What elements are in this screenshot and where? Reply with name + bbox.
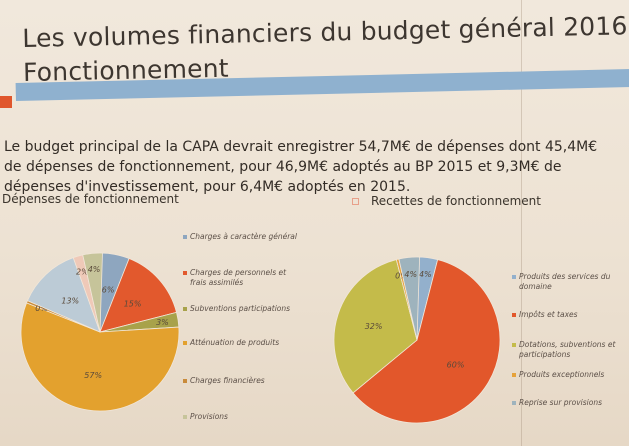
page-fold-line [521,0,522,446]
legend-item: Charges de personnels et frais assimilés [183,268,303,288]
expenses-legend: Charges à caractère général Charges de pe… [183,228,313,428]
legend-swatch-icon [183,341,187,345]
right-chart-title: Recettes de fonctionnement [371,194,541,208]
revenue-pie-chart: 4% 60% 32% 0% 4% [333,256,501,424]
slice-label: 4% [419,270,432,279]
legend-item: Atténuation de produits [183,338,303,348]
slice-label: 0% [395,271,408,280]
legend-swatch-icon [512,275,516,279]
slice-label: 15% [124,299,142,308]
legend-swatch-icon [512,313,516,317]
legend-label: Provisions [190,412,228,421]
legend-swatch-icon [183,271,187,275]
legend-item: Subventions participations [183,304,303,314]
slice-label: 6% [102,285,115,294]
legend-item: Produits exceptionnels [512,370,629,380]
legend-swatch-icon [183,379,187,383]
right-chart-header: Recettes de fonctionnement [352,194,541,208]
legend-swatch-icon [183,415,187,419]
pie-slice [26,257,101,333]
pie-slice [20,302,180,412]
legend-label: Produits des services du domaine [519,272,611,291]
legend-item: Charges à caractère général [183,232,303,242]
legend-label: Produits exceptionnels [519,370,605,379]
slice-label: 60% [447,360,465,369]
slice-label: 4% [88,265,101,274]
legend-label: Subventions participations [190,304,291,313]
slice-label: 2% [76,267,89,276]
slice-label: 4% [404,270,417,279]
slice-label: 3% [156,318,169,327]
legend-label: Charges à caractère général [190,232,297,241]
legend-swatch-icon [183,307,187,311]
legend-swatch-icon [183,235,187,239]
legend-swatch-icon [512,373,516,377]
intro-paragraph: Le budget principal de la CAPA devrait e… [4,139,598,195]
legend-item: Charges financières [183,376,303,386]
slice-label: 57% [84,371,102,380]
expenses-pie-chart: 6% 15% 3% 57% 0% 13% 2% 4% [20,252,180,412]
legend-swatch-icon [512,401,516,405]
left-chart-title: Dépenses de fonctionnement [2,192,179,206]
legend-label: Impôts et taxes [519,310,578,319]
legend-item: Provisions [183,412,303,422]
accent-square [0,96,12,108]
pie-slice [333,259,418,394]
slice-label: 0% [35,304,48,313]
pie-slice [99,258,178,333]
legend-label: Dotations, subventions et participations [519,340,616,359]
pie-slice [398,256,421,341]
revenue-legend: Produits des services du domaine Impôts e… [512,270,629,420]
slice-label: 13% [61,296,79,305]
legend-item: Impôts et taxes [512,310,629,320]
legend-swatch-icon [512,343,516,347]
checkbox-icon [352,197,359,205]
pie-slice [352,259,501,424]
legend-item: Reprise sur provisions [512,398,629,408]
pie-slice [82,252,103,333]
legend-label: Atténuation de produits [190,338,280,347]
legend-item: Dotations, subventions et participations [512,340,629,360]
legend-label: Charges de personnels et frais assimilés [190,268,287,287]
legend-label: Charges financières [190,376,265,385]
slice-label: 32% [365,322,383,331]
legend-label: Reprise sur provisions [519,398,602,407]
legend-item: Produits des services du domaine [512,272,629,292]
